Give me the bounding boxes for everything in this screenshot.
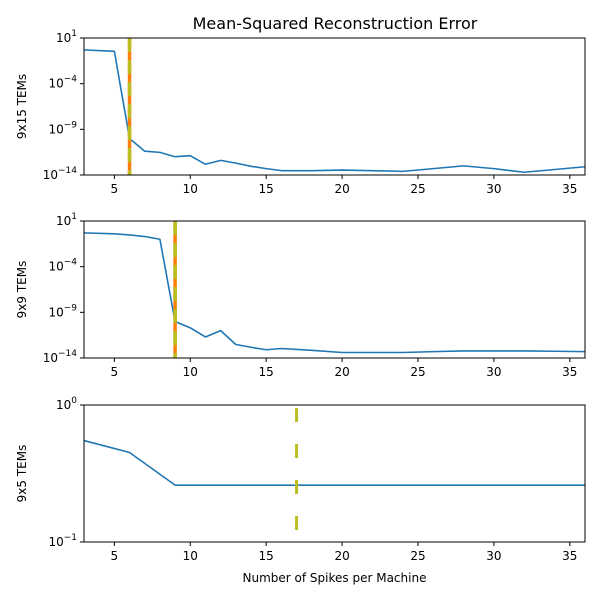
x-tick-label: 5 (111, 549, 119, 563)
x-tick-label: 10 (183, 182, 198, 196)
y-axis-label: 9x5 TEMs (15, 445, 29, 503)
chart-panel-2: 5 10 15 20 25 30 35 101 10−4 10−9 10−14 9x9 TEMs (15, 212, 586, 379)
x-tick-label: 25 (410, 182, 425, 196)
x-tick-label: 20 (334, 549, 349, 563)
y-tick-label: 10−9 (48, 303, 77, 319)
x-tick-label: 35 (562, 549, 577, 563)
x-tick-label: 30 (486, 365, 501, 379)
x-tick-label: 5 (111, 182, 119, 196)
data-line (83, 232, 586, 354)
data-line (83, 439, 585, 486)
x-tick-label: 30 (486, 549, 501, 563)
chart-panel-1: 5 10 15 20 25 30 35 101 10−4 10−9 10−14 9x15 TEMs (15, 29, 586, 196)
x-tick-label: 5 (111, 365, 119, 379)
data-line (83, 49, 586, 174)
x-tick-label: 15 (259, 365, 274, 379)
y-tick-label: 10−4 (48, 258, 77, 274)
x-tick-label: 25 (410, 365, 425, 379)
y-tick-label: 10−14 (43, 166, 78, 182)
x-tick-label: 15 (259, 549, 274, 563)
x-axis-label: Number of Spikes per Machine (243, 571, 427, 585)
y-tick-label: 10−9 (48, 120, 77, 136)
chart-panel-3: 5 10 15 20 25 30 35 100 10−1 9x5 TEMs Number of Sp… (15, 396, 586, 585)
x-tick-label: 15 (259, 182, 274, 196)
x-tick-label: 25 (410, 549, 425, 563)
x-tick-label: 10 (183, 549, 198, 563)
axes-frame (83, 37, 586, 176)
x-tick-label: 10 (183, 365, 198, 379)
x-tick-label: 20 (334, 365, 349, 379)
y-axis-label: 9x9 TEMs (15, 261, 29, 319)
y-tick-label: 10−4 (48, 75, 77, 91)
x-tick-label: 30 (486, 182, 501, 196)
y-tick-label: 10−14 (43, 349, 78, 365)
x-tick-label: 20 (334, 182, 349, 196)
axes-frame (83, 220, 586, 359)
figure-title: Mean-Squared Reconstruction Error (193, 14, 478, 33)
y-axis-label: 9x15 TEMs (15, 74, 29, 139)
y-tick-label: 100 (56, 396, 77, 412)
x-tick-label: 35 (562, 182, 577, 196)
y-tick-label: 10−1 (48, 533, 77, 549)
axes-frame (83, 404, 586, 543)
y-tick-label: 101 (56, 212, 77, 228)
y-tick-label: 101 (56, 29, 77, 45)
x-tick-label: 35 (562, 365, 577, 379)
